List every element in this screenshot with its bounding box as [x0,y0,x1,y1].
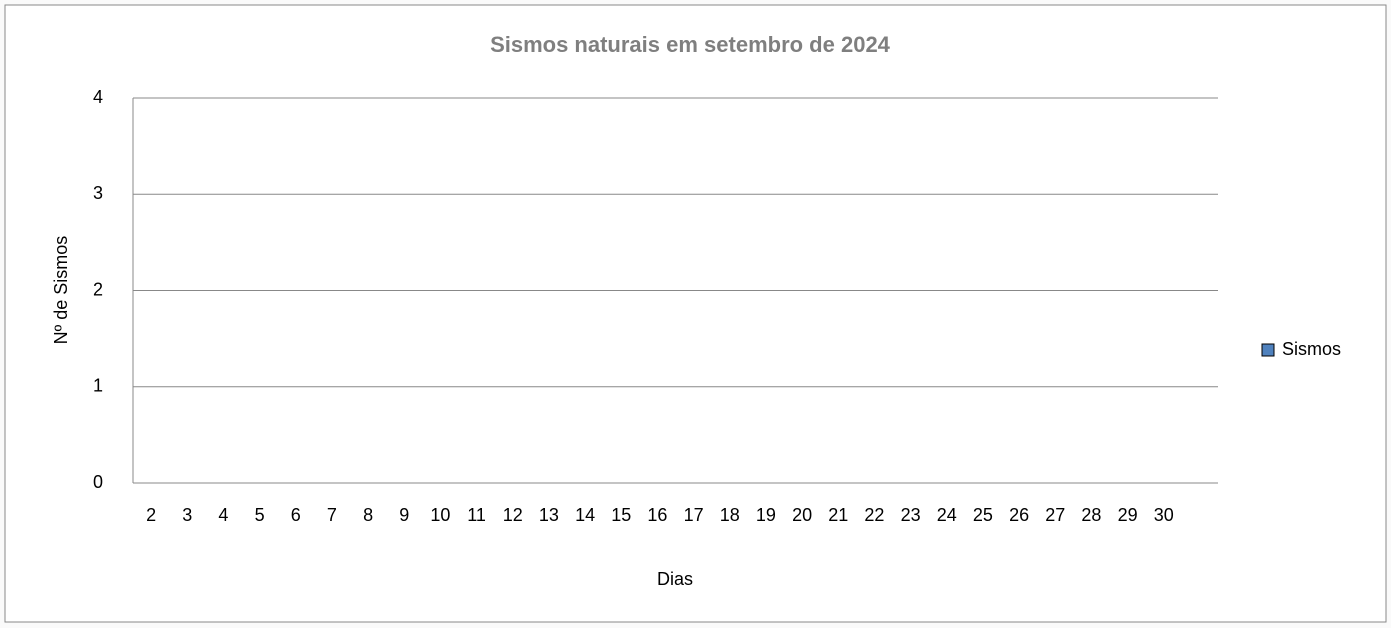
chart-title: Sismos naturais em setembro de 2024 [490,32,891,57]
x-tick-label: 20 [792,505,812,525]
x-tick-label: 19 [756,505,776,525]
x-tick-label: 28 [1081,505,1101,525]
x-tick-label: 7 [327,505,337,525]
x-tick-label: 8 [363,505,373,525]
legend-swatch [1261,343,1275,357]
x-tick-label: 16 [647,505,667,525]
x-tick-label: 26 [1009,505,1029,525]
x-tick-label: 12 [503,505,523,525]
y-tick-label: 1 [93,376,103,396]
x-tick-label: 14 [575,505,595,525]
x-tick-label: 24 [937,505,957,525]
x-tick-label: 2 [146,505,156,525]
y-tick-label: 3 [93,183,103,203]
x-tick-label: 9 [399,505,409,525]
y-tick-label: 2 [93,279,103,299]
x-tick-label: 22 [864,505,884,525]
x-tick-label: 27 [1045,505,1065,525]
x-tick-label: 5 [255,505,265,525]
x-tick-label: 6 [291,505,301,525]
x-tick-label: 17 [684,505,704,525]
x-tick-label: 21 [828,505,848,525]
y-tick-label: 4 [93,87,103,107]
x-tick-label: 29 [1118,505,1138,525]
x-tick-label: 3 [182,505,192,525]
x-tick-label: 10 [430,505,450,525]
chart-frame [4,4,1387,623]
x-tick-label: 18 [720,505,740,525]
x-tick-label: 11 [467,505,486,525]
x-tick-label: 23 [901,505,921,525]
x-tick-label: 4 [218,505,228,525]
legend-label: Sismos [1282,339,1341,359]
y-tick-label: 0 [93,472,103,492]
x-tick-label: 15 [611,505,631,525]
x-axis-label: Dias [657,569,693,589]
x-tick-label: 25 [973,505,993,525]
y-axis-label: Nº de Sismos [51,236,71,345]
x-tick-label: 13 [539,505,559,525]
x-tick-label: 30 [1154,505,1174,525]
